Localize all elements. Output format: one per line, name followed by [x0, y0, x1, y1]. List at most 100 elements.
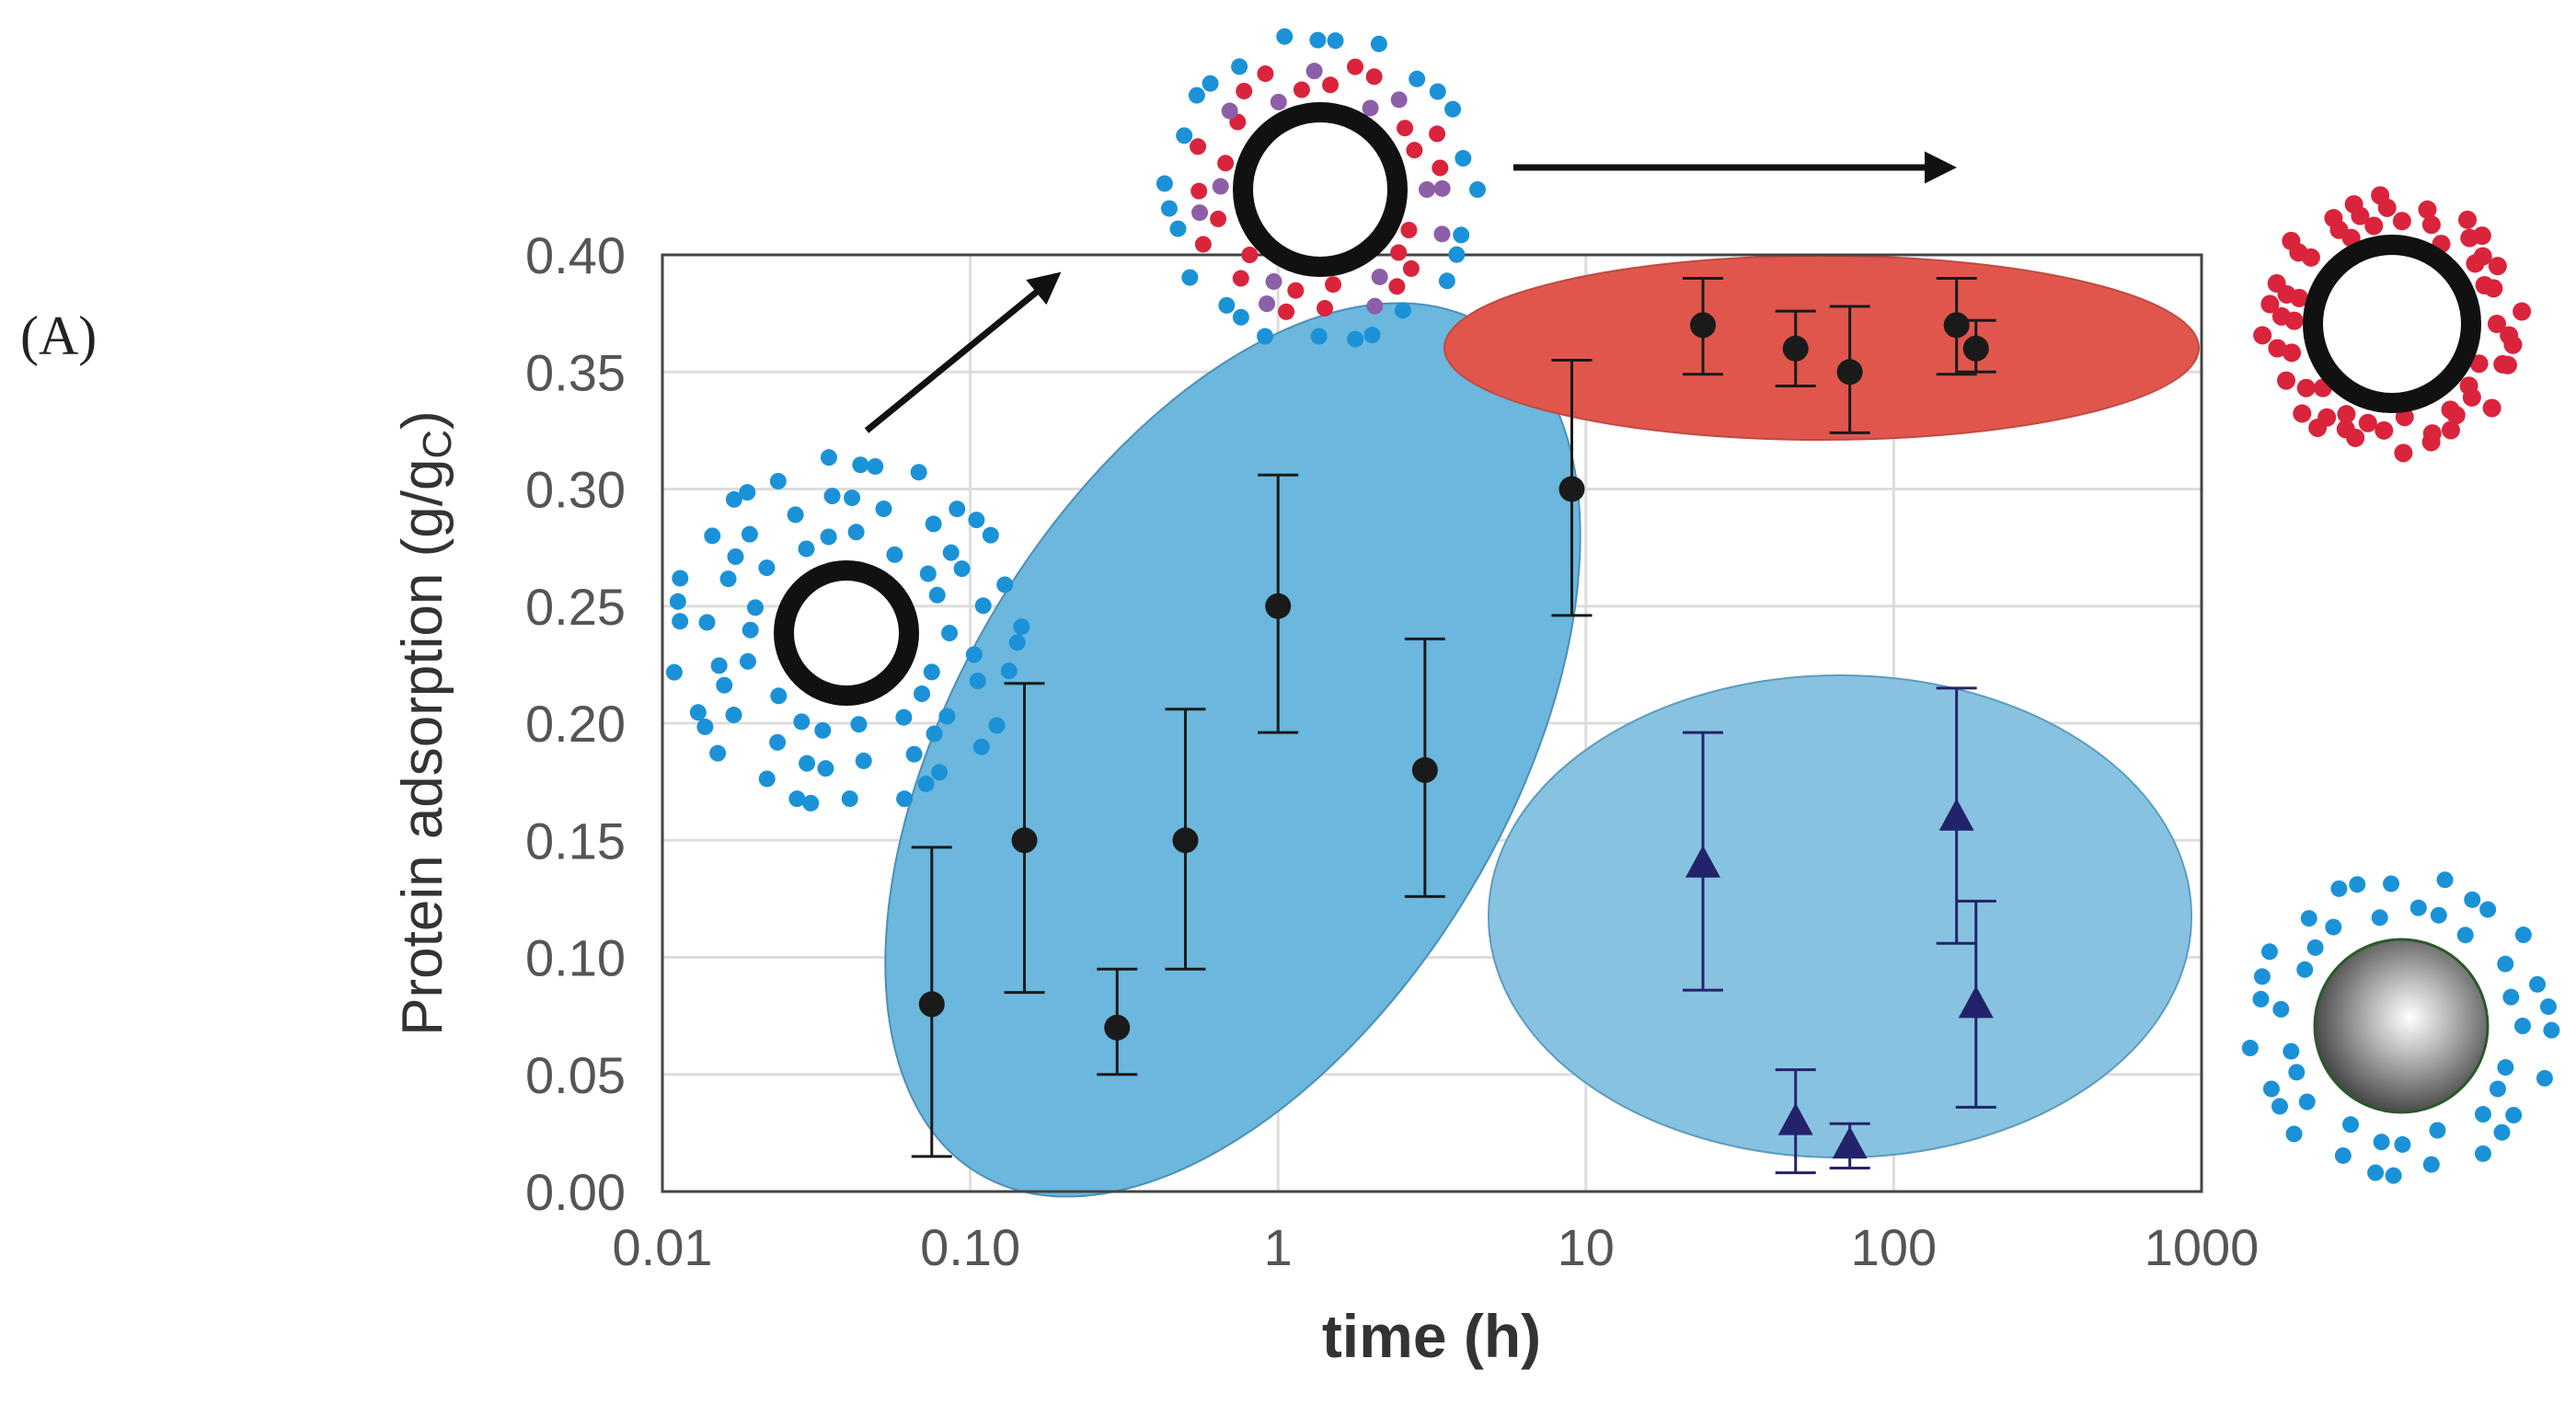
- protein-dot: [895, 708, 913, 726]
- nanoparticle-shell: [2303, 235, 2481, 413]
- x-tick-labels: 0.01 0.10 1 10 100 1000: [613, 1218, 2260, 1276]
- protein-dot: [698, 614, 716, 631]
- nanoparticle-red-corona-icon: [2253, 186, 2532, 463]
- protein-dot: [2497, 955, 2514, 973]
- protein-dot: [1432, 159, 1449, 177]
- protein-dot: [820, 449, 837, 466]
- protein-dot: [2252, 990, 2270, 1008]
- protein-dot: [2267, 274, 2286, 294]
- circle-marker: [1411, 756, 1438, 783]
- protein-dot: [2429, 1122, 2446, 1139]
- circle-marker: [1962, 335, 1989, 362]
- protein-dot: [1191, 204, 1209, 222]
- x-tick-label: 0.10: [920, 1218, 1020, 1276]
- protein-dot: [1347, 330, 1364, 348]
- y-axis-title-sub: C: [415, 430, 460, 459]
- data-point-circle: [1004, 682, 1045, 995]
- protein-dot: [2298, 1093, 2316, 1111]
- circle-marker: [1782, 335, 1809, 362]
- protein-dot: [2288, 1064, 2306, 1081]
- data-point-circle: [1097, 967, 1138, 1077]
- protein-dot: [1305, 63, 1323, 80]
- protein-dot: [867, 457, 884, 475]
- protein-dot: [2371, 909, 2388, 927]
- x-axis-title: time (h): [1322, 1302, 1541, 1370]
- protein-dot: [1444, 100, 1462, 118]
- protein-dot: [2300, 910, 2317, 927]
- protein-dot: [2543, 1021, 2560, 1039]
- circle-marker: [1172, 827, 1199, 854]
- data-point-circle: [1551, 359, 1593, 617]
- protein-dot: [2430, 906, 2447, 924]
- protein-dot: [2497, 1059, 2514, 1077]
- protein-dot: [2296, 378, 2316, 397]
- protein-dot: [710, 657, 728, 674]
- protein-dot: [739, 484, 756, 501]
- protein-dot: [2484, 279, 2503, 298]
- plot-frame: [661, 253, 2203, 1193]
- protein-dot: [1156, 175, 1173, 192]
- circle-marker: [1558, 476, 1585, 502]
- circle-marker: [1836, 359, 1863, 386]
- protein-dot: [1309, 31, 1327, 49]
- nanoparticle-blue-corona-icon: [665, 449, 1030, 812]
- x-tick-label: 10: [1558, 1218, 1615, 1276]
- protein-dot: [2488, 257, 2507, 276]
- protein-dot: [2344, 195, 2363, 214]
- protein-dot: [1438, 272, 1455, 290]
- protein-dot: [802, 794, 820, 812]
- protein-dot: [2498, 355, 2517, 374]
- protein-dot: [709, 744, 727, 762]
- circle-marker: [1011, 827, 1038, 854]
- protein-dot: [727, 548, 744, 566]
- protein-dot: [1176, 127, 1193, 144]
- protein-dot: [2462, 387, 2481, 407]
- protein-dot: [923, 663, 940, 681]
- protein-dot: [2514, 927, 2532, 944]
- protein-dot: [852, 456, 869, 474]
- protein-dot: [941, 625, 958, 641]
- data-point-triangle: [1955, 899, 1996, 1109]
- protein-dot: [2474, 1145, 2491, 1162]
- circle-marker: [918, 991, 945, 1018]
- protein-dot: [2293, 404, 2312, 423]
- triangle-marker: [1777, 1102, 1813, 1135]
- y-tick-label: 0.35: [525, 343, 626, 401]
- y-tick-label: 0.05: [525, 1046, 626, 1104]
- protein-dot: [886, 546, 903, 563]
- protein-dot: [798, 540, 815, 558]
- solid-sphere-blue-corona-icon: [2241, 871, 2560, 1184]
- protein-dot: [2367, 1164, 2385, 1181]
- protein-dot: [1221, 102, 1238, 120]
- protein-dot: [1232, 270, 1249, 287]
- protein-dot: [2260, 294, 2280, 314]
- data-point-triangle: [1775, 1068, 1816, 1175]
- protein-dot: [2262, 1080, 2280, 1098]
- protein-dot: [2308, 418, 2328, 437]
- protein-dot: [1278, 303, 1295, 320]
- protein-dot: [1013, 618, 1030, 636]
- protein-dot: [2482, 398, 2501, 418]
- protein-dot: [689, 704, 707, 721]
- protein-dot: [1259, 295, 1276, 313]
- protein-dot: [2283, 1042, 2300, 1060]
- protein-dot: [2539, 998, 2557, 1016]
- protein-dot: [1212, 178, 1229, 195]
- protein-dot: [669, 593, 686, 610]
- protein-dot: [1347, 58, 1364, 75]
- protein-dot: [742, 621, 759, 639]
- protein-dot: [1433, 179, 1451, 197]
- data-point-circle: [1775, 309, 1816, 388]
- protein-dot: [746, 599, 764, 616]
- protein-dot: [2458, 210, 2478, 229]
- protein-dot: [1232, 308, 1249, 326]
- protein-dot: [905, 745, 923, 763]
- protein-dot: [2472, 226, 2491, 246]
- nanoparticle-shell: [774, 560, 919, 706]
- protein-dot: [917, 775, 935, 792]
- protein-dot: [2394, 1135, 2411, 1153]
- protein-dot: [725, 490, 742, 508]
- data-point-circle: [911, 846, 952, 1158]
- protein-dot: [2349, 876, 2366, 893]
- data-point-circle: [1955, 318, 1996, 374]
